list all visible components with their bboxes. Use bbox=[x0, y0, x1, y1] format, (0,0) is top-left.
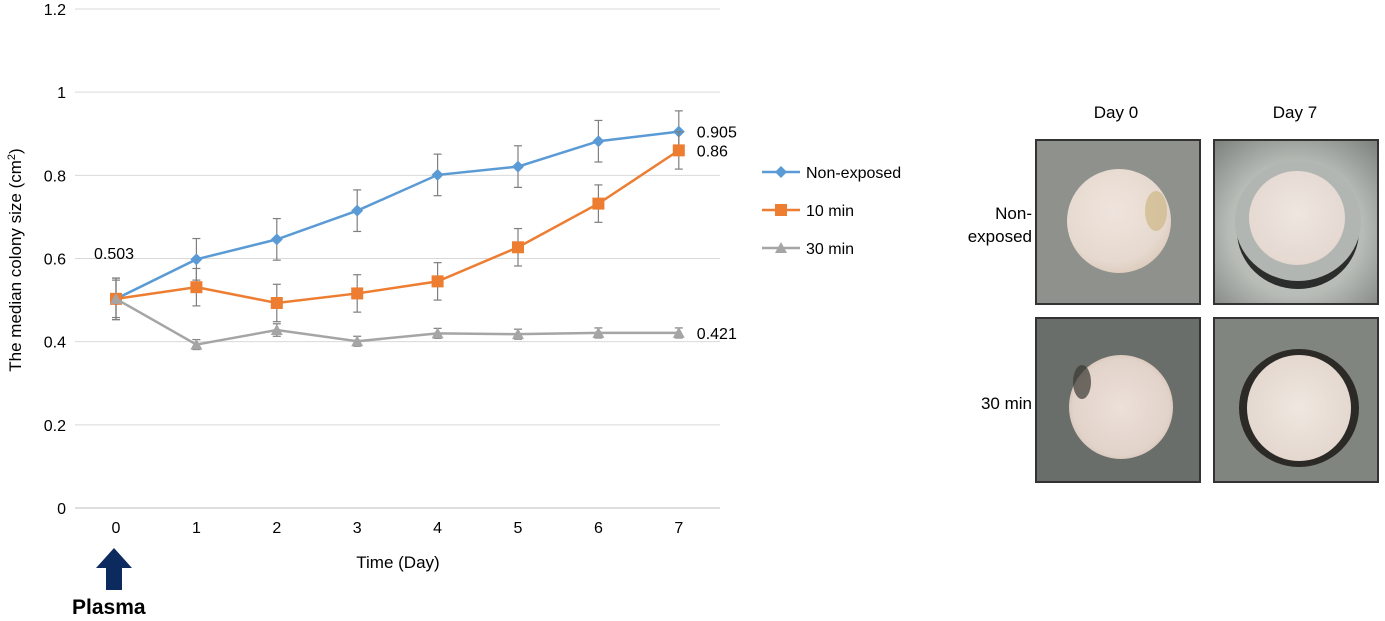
data-label: 0.905 bbox=[697, 125, 737, 142]
x-tick-label: 7 bbox=[674, 520, 683, 537]
x-axis-label: Time (Day) bbox=[356, 553, 439, 572]
series-line bbox=[115, 130, 679, 300]
data-point bbox=[431, 275, 444, 288]
data-point bbox=[351, 204, 364, 217]
colony-size-chart: 0 0.2 0.4 0.6 0.8 1 1.2 0 1 2 3 4 5 6 7 0.503 0.9050.8… bbox=[6, 2, 901, 572]
data-label: 0.86 bbox=[697, 143, 728, 160]
y-tick-label: 1 bbox=[57, 85, 66, 102]
legend-label: 10 min bbox=[806, 203, 854, 220]
chart-gridlines bbox=[75, 8, 720, 426]
y-tick-label: 0.4 bbox=[44, 335, 66, 352]
legend-item: 10 min bbox=[762, 203, 854, 220]
data-point bbox=[270, 233, 283, 246]
legend-swatch-marker bbox=[775, 166, 787, 178]
data-point bbox=[592, 326, 605, 338]
data-label: 0.421 bbox=[697, 326, 737, 343]
data-point bbox=[672, 144, 685, 157]
x-tick-label: 0 bbox=[112, 520, 121, 537]
photo-non-exposed-day0 bbox=[1035, 139, 1201, 305]
data-point bbox=[351, 287, 364, 300]
data-point bbox=[270, 296, 283, 309]
data-label: 0.503 bbox=[94, 246, 134, 263]
x-tick-label: 1 bbox=[192, 520, 201, 537]
data-point bbox=[270, 324, 283, 336]
data-point bbox=[512, 160, 524, 173]
data-point bbox=[512, 328, 524, 340]
y-tick-label: 0.8 bbox=[44, 168, 66, 185]
data-point bbox=[672, 326, 685, 338]
x-tick-label: 6 bbox=[594, 520, 603, 537]
plasma-label: Plasma bbox=[72, 596, 146, 619]
photo-30min-day7 bbox=[1213, 317, 1379, 483]
chart-legend: Non-exposed 10 min 30 min bbox=[762, 165, 901, 258]
series-line bbox=[115, 297, 679, 346]
series-10-min bbox=[110, 131, 685, 323]
x-tick-label: 4 bbox=[433, 520, 442, 537]
series-30-min bbox=[110, 279, 685, 351]
y-tick-label: 0.2 bbox=[44, 418, 66, 435]
data-point bbox=[110, 292, 122, 304]
data-point bbox=[592, 135, 605, 148]
y-tick-label: 0.6 bbox=[44, 252, 66, 269]
y-tick-labels: 0 0.2 0.4 0.6 0.8 1 1.2 bbox=[44, 2, 66, 518]
legend-label: 30 min bbox=[806, 241, 854, 258]
photo-row-label-30min: 30 min bbox=[980, 394, 1032, 413]
legend-swatch-marker bbox=[775, 204, 787, 216]
data-point bbox=[351, 335, 364, 347]
photo-non-exposed-day7 bbox=[1213, 139, 1379, 305]
data-point bbox=[190, 253, 203, 266]
y-axis-label-end: ) bbox=[6, 148, 25, 154]
colony-photos-panel: Day 0 Day 7 Non-exposed 30 min bbox=[940, 95, 1385, 495]
data-point bbox=[431, 327, 444, 339]
y-axis-label: The median colony size (cm2) bbox=[6, 148, 25, 371]
x-tick-label: 3 bbox=[353, 520, 362, 537]
data-point bbox=[592, 197, 605, 210]
photo-row-label-non-exposed: Non-exposed bbox=[967, 204, 1032, 246]
series-line bbox=[115, 149, 680, 305]
data-point bbox=[431, 168, 444, 181]
y-axis-label-sup: 2 bbox=[6, 154, 18, 160]
legend-swatch-marker bbox=[775, 242, 787, 253]
x-tick-label: 5 bbox=[514, 520, 523, 537]
y-tick-label: 0 bbox=[57, 501, 66, 518]
photo-col-label-day0: Day 0 bbox=[1093, 103, 1139, 122]
legend-item: 30 min bbox=[762, 241, 854, 258]
photo-col-label-day7: Day 7 bbox=[1272, 103, 1318, 122]
x-tick-labels: 0 1 2 3 4 5 6 7 bbox=[112, 520, 684, 537]
data-point bbox=[190, 338, 203, 350]
plasma-arrow-icon bbox=[96, 548, 132, 590]
y-tick-label: 1.2 bbox=[44, 2, 66, 19]
chart-series bbox=[110, 110, 685, 351]
x-tick-label: 2 bbox=[272, 520, 281, 537]
legend-item: Non-exposed bbox=[762, 165, 901, 182]
data-point bbox=[190, 281, 203, 294]
data-point bbox=[512, 241, 524, 254]
y-axis-label-main: The median colony size (cm bbox=[6, 160, 25, 372]
legend-label: Non-exposed bbox=[806, 165, 901, 182]
photo-30min-day0 bbox=[1035, 317, 1201, 483]
